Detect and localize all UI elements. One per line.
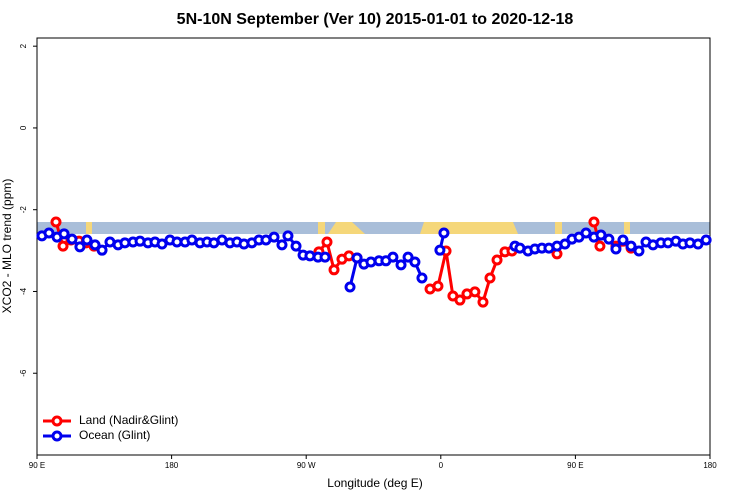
data-point (559, 238, 571, 250)
plot-frame (36, 37, 711, 456)
x-tick-label: 180 (165, 461, 179, 470)
data-point (319, 251, 331, 263)
data-point (74, 241, 86, 253)
data-point (633, 245, 645, 257)
data-point (416, 272, 428, 284)
data-point (57, 240, 69, 252)
legend-label: Land (Nadir&Glint) (79, 413, 178, 427)
land-ocean-strip (37, 222, 710, 234)
data-point (491, 254, 503, 266)
data-point (43, 227, 55, 239)
data-point (58, 228, 70, 240)
data-point (454, 294, 466, 306)
data-point (290, 240, 302, 252)
data-point (344, 281, 356, 293)
data-point (387, 251, 399, 263)
data-point (692, 238, 704, 250)
data-point (409, 256, 421, 268)
data-point (321, 236, 333, 248)
x-axis-label: Longitude (deg E) (327, 476, 422, 490)
legend-marker (51, 430, 63, 442)
data-point (432, 280, 444, 292)
y-tick-label: -4 (19, 287, 28, 295)
legend-marker (51, 415, 63, 427)
y-tick-label: 2 (19, 43, 28, 48)
y-tick-label: 0 (19, 125, 28, 130)
data-point (588, 216, 600, 228)
x-tick-label: 0 (439, 461, 444, 470)
data-point (469, 286, 481, 298)
x-tick-label: 180 (703, 461, 717, 470)
data-point (617, 234, 629, 246)
data-point (438, 227, 450, 239)
y-tick-label: -2 (19, 206, 28, 214)
data-point (328, 264, 340, 276)
data-point (580, 227, 592, 239)
data-point (282, 230, 294, 242)
data-point (81, 234, 93, 246)
data-point (156, 238, 168, 250)
data-point (484, 272, 496, 284)
data-point (351, 252, 363, 264)
data-point (66, 233, 78, 245)
data-point (610, 243, 622, 255)
chart-title: 5N-10N September (Ver 10) 2015-01-01 to … (177, 11, 574, 28)
data-point (700, 234, 712, 246)
data-point (595, 229, 607, 241)
legend-label: Ocean (Glint) (79, 428, 150, 442)
y-axis-label: XCO2 - MLO trend (ppm) (0, 179, 14, 314)
y-tick-label: -6 (19, 369, 28, 377)
x-tick-label: 90 E (29, 461, 45, 470)
data-point (276, 239, 288, 251)
x-tick-label: 90 W (297, 461, 316, 470)
data-point (625, 240, 637, 252)
data-point (402, 251, 414, 263)
data-point (268, 231, 280, 243)
data-point (50, 216, 62, 228)
data-point (434, 244, 446, 256)
data-point (89, 239, 101, 251)
data-point (395, 259, 407, 271)
x-tick-label: 90 E (567, 461, 583, 470)
data-point (603, 233, 615, 245)
data-point (96, 244, 108, 256)
data-point (594, 240, 606, 252)
data-point (477, 296, 489, 308)
